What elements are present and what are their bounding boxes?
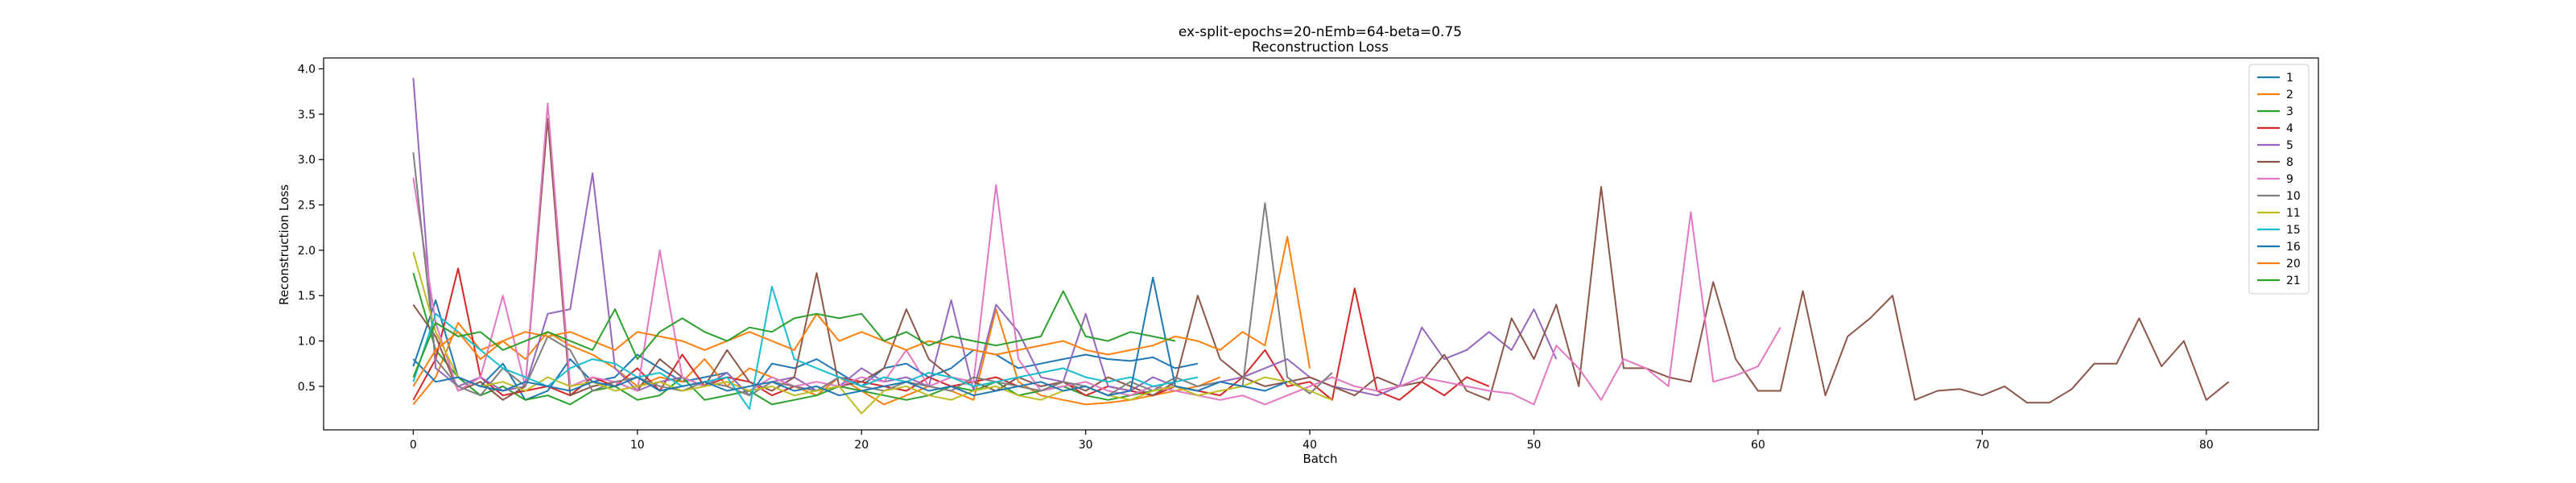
y-tick-label: 0.5 [298,381,316,394]
y-tick-label: 1.0 [298,336,316,349]
x-tick-label: 30 [1079,439,1093,452]
series-line-21 [412,290,1176,378]
legend-label-10: 10 [2286,190,2301,203]
x-tick-label: 40 [1302,439,1317,452]
chart-subtitle: Reconstruction Loss [1252,39,1389,56]
legend-label-2: 2 [2286,89,2293,101]
series-line-20 [412,236,1311,387]
legend-label-3: 3 [2286,105,2293,118]
y-tick-label: 2.0 [298,245,316,258]
x-tick-label: 70 [1975,439,1989,452]
axes: 0 10 20 30 40 50 60 70 80 0.5 1.0 1.5 2.0 2.5 3.0 3.5 4.… [298,57,2319,452]
x-axis-label: Batch [1302,452,1337,466]
legend-label-5: 5 [2286,139,2293,152]
legend-label-9: 9 [2286,173,2293,186]
y-tick-label: 3.0 [298,154,316,167]
plot-frame [323,57,2319,431]
legend-label-8: 8 [2286,156,2293,169]
y-tick-label: 3.5 [298,109,316,122]
legend-label-4: 4 [2286,122,2293,135]
x-tick-label: 10 [630,439,645,452]
series-line-9 [412,102,1781,406]
legend: 1 2 3 4 5 8 9 10 11 15 16 20 21 [2248,64,2310,295]
legend-label-15: 15 [2286,224,2301,237]
chart-title: ex-split-epochs=20-nEmb=64-beta=0.75 [1179,24,1462,40]
y-axis-label: Reconstruction Loss [277,184,291,305]
series-line-5 [412,77,1558,397]
x-tick-label: 0 [410,439,417,452]
x-tick-label: 80 [2199,439,2214,452]
legend-label-1: 1 [2286,72,2293,85]
legend-label-21: 21 [2286,275,2301,287]
y-tick-label: 1.5 [298,290,316,303]
y-tick-label: 4.0 [298,64,316,76]
legend-label-11: 11 [2286,207,2301,220]
x-tick-label: 60 [1751,439,1765,452]
legend-label-16: 16 [2286,241,2301,254]
y-tick-label: 2.5 [298,200,316,213]
plot-area [412,77,2230,415]
legend-label-20: 20 [2286,258,2301,270]
x-tick-label: 50 [1527,439,1542,452]
x-tick-label: 20 [854,439,869,452]
